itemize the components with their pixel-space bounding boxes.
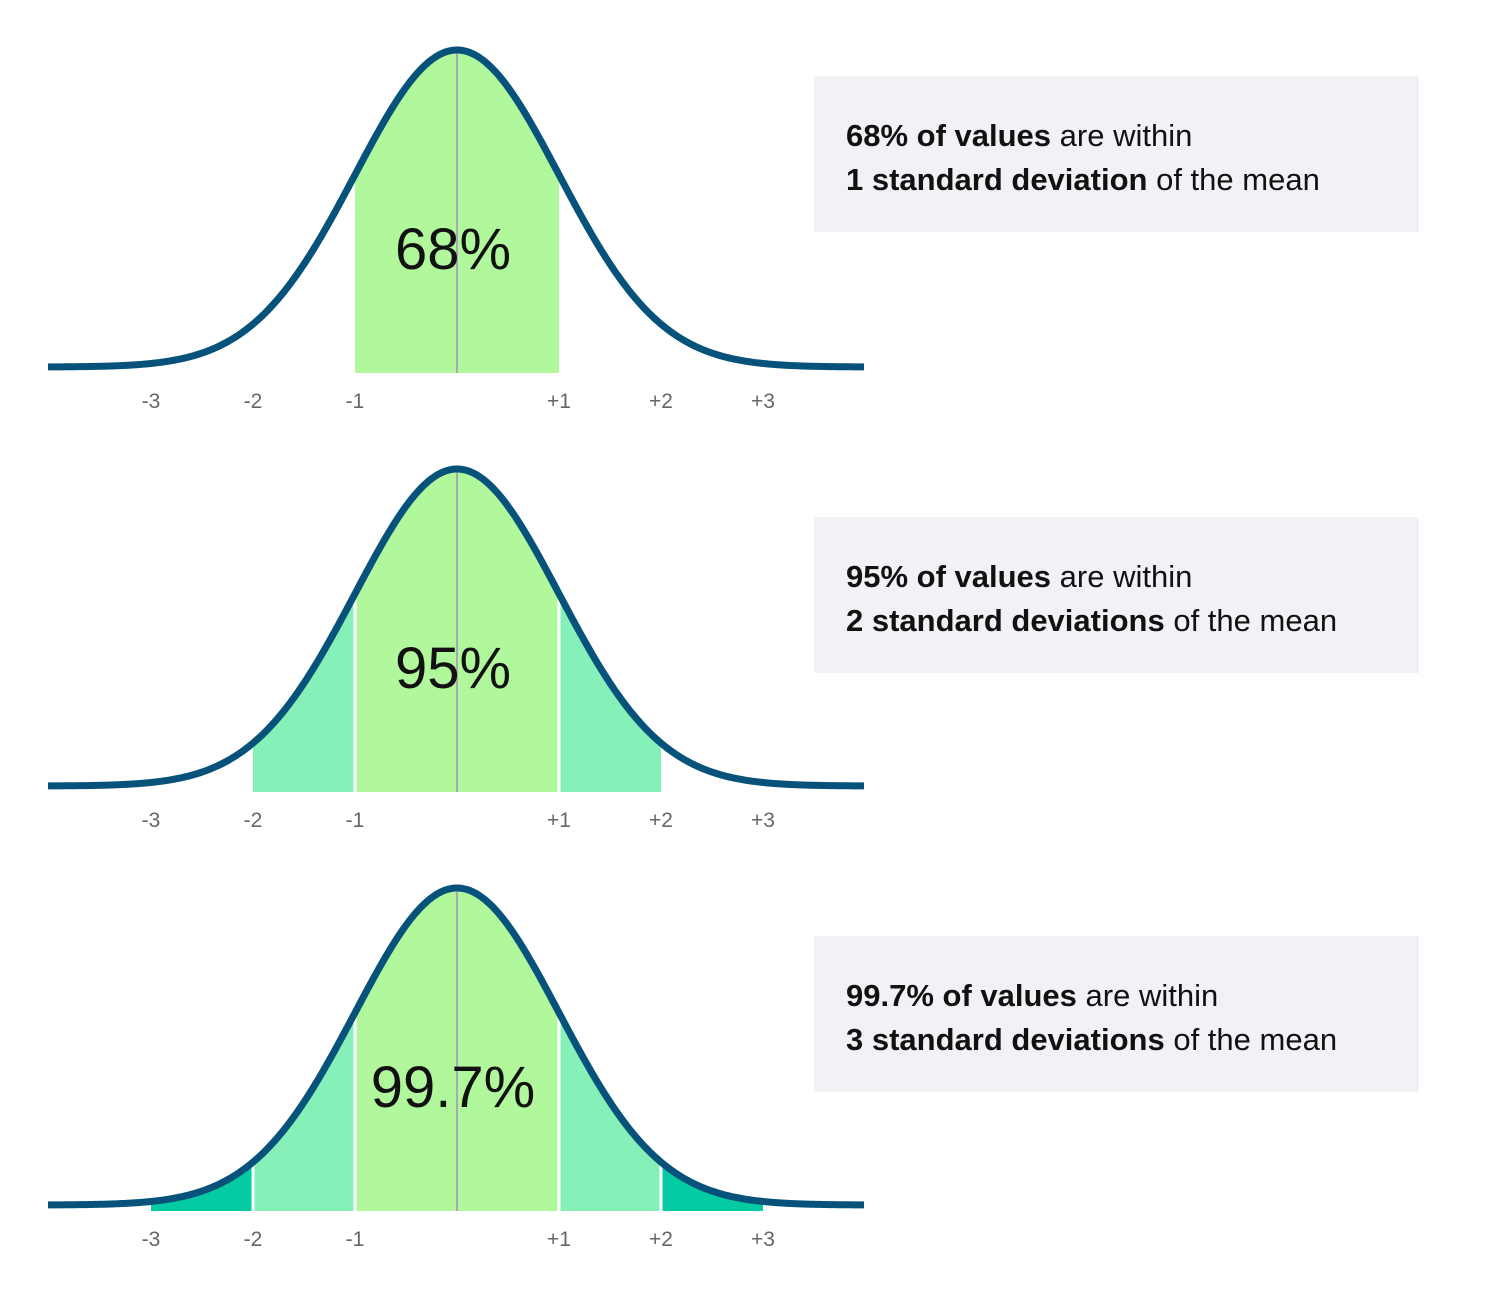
bell-curve xyxy=(47,465,865,790)
note-text: are within xyxy=(1085,978,1219,1013)
tick-label: +1 xyxy=(547,809,571,832)
note-bold: 68% of values xyxy=(846,118,1052,153)
note-line: 68% of values are within xyxy=(846,114,1419,158)
note-text: of the mean xyxy=(1156,162,1320,197)
percent-label: 95% xyxy=(395,636,511,701)
tick-label: +1 xyxy=(547,390,571,413)
tick-label: -2 xyxy=(244,390,263,413)
tick-label: -1 xyxy=(346,809,365,832)
tick-label: +2 xyxy=(649,390,673,413)
tick-label: -3 xyxy=(142,1228,161,1251)
percent-label: 68% xyxy=(395,217,511,282)
tick-label: -3 xyxy=(142,390,161,413)
note-bold: 3 standard deviations xyxy=(846,1022,1165,1057)
note-line: 3 standard deviations of the mean xyxy=(846,1018,1419,1062)
tick-label: -2 xyxy=(244,1228,263,1251)
note-bold: 2 standard deviations xyxy=(846,603,1165,638)
tick-label: -2 xyxy=(244,809,263,832)
note-bold: 95% of values xyxy=(846,559,1052,594)
tick-label: -1 xyxy=(346,390,365,413)
note-line: 2 standard deviations of the mean xyxy=(846,599,1419,643)
note-text: of the mean xyxy=(1173,603,1338,638)
note-box: 95% of values are within 2 standard devi… xyxy=(814,517,1419,673)
note-box: 68% of values are within 1 standard devi… xyxy=(814,76,1419,232)
tick-label: +3 xyxy=(751,1228,775,1251)
tick-label: +3 xyxy=(751,809,775,832)
bell-curve xyxy=(47,884,865,1209)
note-line: 99.7% of values are within xyxy=(846,974,1419,1018)
note-text: are within xyxy=(1059,118,1193,153)
note-text: are within xyxy=(1059,559,1193,594)
tick-label: +2 xyxy=(649,1228,673,1251)
note-bold: 1 standard deviation xyxy=(846,162,1148,197)
bell-curve xyxy=(47,46,865,371)
tick-label: -1 xyxy=(346,1228,365,1251)
tick-label: -3 xyxy=(142,809,161,832)
note-line: 95% of values are within xyxy=(846,555,1419,599)
note-bold: 99.7% of values xyxy=(846,978,1077,1013)
tick-label: +2 xyxy=(649,809,673,832)
tick-label: +1 xyxy=(547,1228,571,1251)
note-box: 99.7% of values are within 3 standard de… xyxy=(814,936,1419,1092)
note-line: 1 standard deviation of the mean xyxy=(846,158,1419,202)
note-text: of the mean xyxy=(1173,1022,1338,1057)
percent-label: 99.7% xyxy=(371,1055,535,1120)
tick-label: +3 xyxy=(751,390,775,413)
